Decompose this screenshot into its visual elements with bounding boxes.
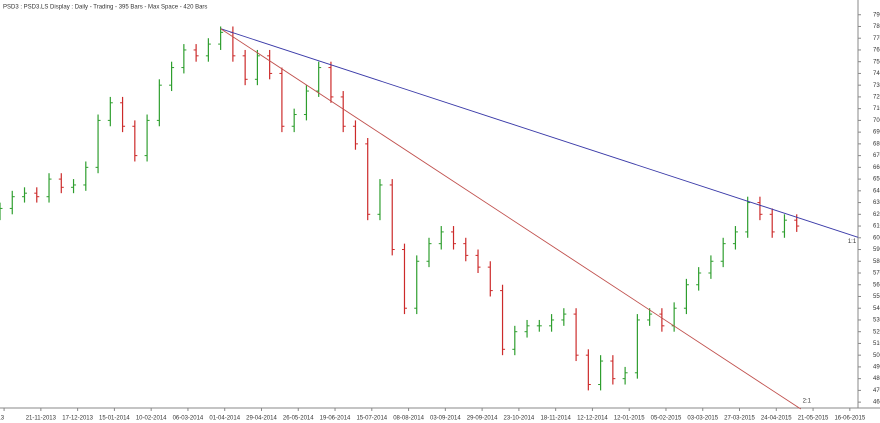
y-tick-label: 4800,00	[873, 376, 880, 382]
chart-title: PSD3 : PSD3.LS Display : Daily - Trading…	[3, 5, 207, 11]
x-tick-label: 19-06-2014	[320, 416, 351, 422]
x-tick-label: 10-02-2014	[136, 416, 167, 422]
x-tick-label: 26-05-2014	[283, 416, 314, 422]
y-tick-label: 6800,00	[873, 141, 880, 147]
y-tick-label: 7500,00	[873, 59, 880, 65]
y-tick-label: 4900,00	[873, 364, 880, 370]
x-tick-label: 21-05-2015	[798, 416, 829, 422]
x-tick-label: 24-04-2015	[761, 416, 792, 422]
y-tick-label: 6700,00	[873, 153, 880, 159]
y-tick-label: 4600,00	[873, 400, 880, 406]
x-tick-label: 12-01-2015	[614, 416, 645, 422]
x-tick-label: 18-11-2014	[541, 416, 572, 422]
y-tick-label: 5500,00	[873, 294, 880, 300]
x-tick-label: -2013	[0, 416, 5, 422]
x-tick-label: 29-09-2014	[467, 416, 498, 422]
x-tick-label: 27-03-2015	[724, 416, 755, 422]
x-tick-label: 15-01-2014	[99, 416, 130, 422]
y-tick-label: 6600,00	[873, 165, 880, 171]
trend-label: 2:1	[803, 399, 812, 405]
y-tick-label: 6100,00	[873, 224, 880, 230]
x-tick-label: 12-12-2014	[577, 416, 608, 422]
y-tick-label: 6200,00	[873, 212, 880, 218]
trend-label: 1:1	[848, 239, 857, 245]
trend-line	[220, 28, 859, 238]
y-tick-label: 5600,00	[873, 282, 880, 288]
y-tick-label: 6400,00	[873, 188, 880, 194]
y-tick-label: 5400,00	[873, 306, 880, 312]
y-tick-label: 5700,00	[873, 271, 880, 277]
y-tick-label: 5800,00	[873, 259, 880, 265]
y-tick-label: 7300,00	[873, 83, 880, 89]
y-tick-label: 5300,00	[873, 318, 880, 324]
x-tick-label: 08-08-2014	[393, 416, 424, 422]
y-tick-label: 5200,00	[873, 329, 880, 335]
x-tick-label: 03-09-2014	[430, 416, 461, 422]
y-tick-label: 7900,00	[873, 12, 880, 18]
y-tick-label: 7000,00	[873, 118, 880, 124]
y-tick-label: 5000,00	[873, 353, 880, 359]
y-tick-label: 7800,00	[873, 24, 880, 30]
y-tick-label: 7200,00	[873, 94, 880, 100]
x-tick-label: 29-04-2014	[246, 416, 277, 422]
y-tick-label: 7700,00	[873, 36, 880, 42]
x-tick-label: 15-07-2014	[356, 416, 387, 422]
x-tick-label: 17-12-2013	[62, 416, 93, 422]
x-tick-label: 05-02-2015	[651, 416, 682, 422]
y-tick-label: 6000,00	[873, 235, 880, 241]
y-tick-label: 4700,00	[873, 388, 880, 394]
y-tick-label: 7600,00	[873, 48, 880, 54]
y-tick-label: 5900,00	[873, 247, 880, 253]
x-tick-label: 23-10-2014	[504, 416, 535, 422]
x-tick-label: 01-04-2014	[209, 416, 240, 422]
y-tick-label: 6500,00	[873, 177, 880, 183]
x-tick-label: 03-03-2015	[687, 416, 718, 422]
y-tick-label: 6900,00	[873, 130, 880, 136]
y-tick-label: 6300,00	[873, 200, 880, 206]
x-tick-label: 21-11-2013	[26, 416, 57, 422]
y-tick-label: 7400,00	[873, 71, 880, 77]
x-tick-label: 06-03-2014	[173, 416, 204, 422]
trend-line	[220, 28, 802, 410]
y-tick-label: 5100,00	[873, 341, 880, 347]
y-tick-label: 7100,00	[873, 106, 880, 112]
x-tick-label: 16-06-2015	[834, 416, 865, 422]
